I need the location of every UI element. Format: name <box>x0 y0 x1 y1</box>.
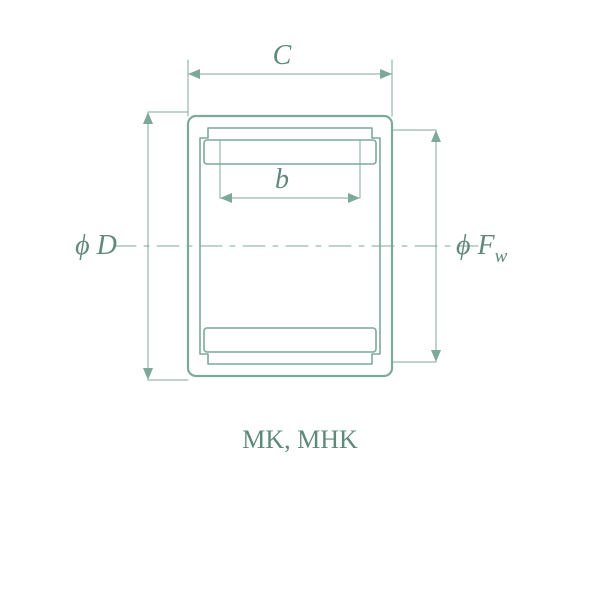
dim-b-label: b <box>275 164 289 195</box>
dim-fw-label: ϕ Fw <box>456 230 508 267</box>
dim-d-label: ϕ D <box>75 230 117 261</box>
dim-c-label: C <box>273 40 292 71</box>
bearing-cross-section-diagram: Cb ϕ D ϕ Fw MK, MHK <box>0 0 600 600</box>
roller-top <box>204 140 376 164</box>
caption: MK, MHK <box>242 425 358 454</box>
roller-bottom <box>204 328 376 352</box>
